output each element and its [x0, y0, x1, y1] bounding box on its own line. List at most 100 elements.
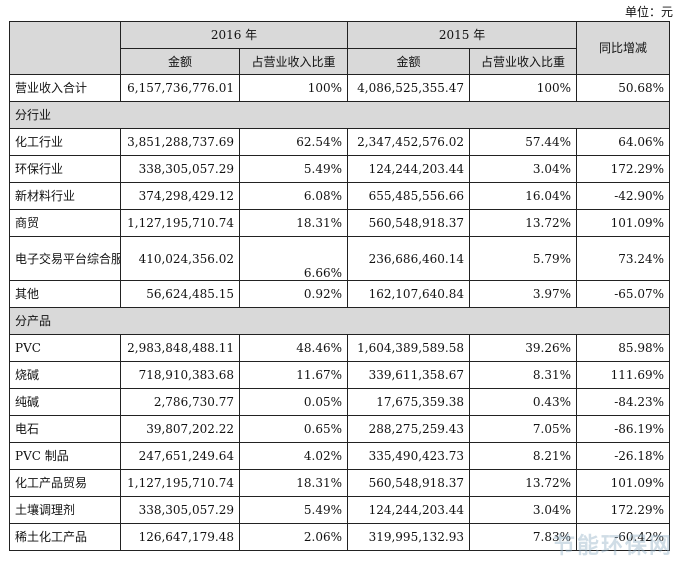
table-row: 纯碱 2,786,730.77 0.05% 17,675,359.38 0.43… — [9, 388, 671, 416]
amount-2016: 1,127,195,710.74 — [120, 469, 240, 497]
header-year-2016: 2016 年 — [119, 21, 349, 49]
amount-2016: 1,127,195,710.74 — [120, 209, 240, 237]
amount-2015: 1,604,389,589.58 — [347, 334, 471, 362]
ratio-2015: 7.05% — [469, 415, 578, 443]
table-row: 其他 56,624,485.15 0.92% 162,107,640.84 3.… — [9, 280, 671, 308]
section-label-product: 分产品 — [8, 307, 671, 335]
ratio-2016: 4.02% — [238, 442, 349, 470]
watermark-logo: 节能环保网 — [552, 534, 673, 559]
ratio-2016: 0.05% — [238, 388, 349, 416]
section-label-industry: 分行业 — [8, 101, 671, 129]
row-label: 电石 — [9, 415, 121, 443]
amount-2015: 560,548,918.37 — [347, 469, 471, 497]
ratio-2015: 13.72% — [469, 469, 578, 497]
ratio-2016: 62.54% — [238, 128, 349, 156]
amount-2015: 335,490,423.73 — [347, 442, 471, 470]
table-row: PVC 制品 247,651,249.64 4.02% 335,490,423.… — [9, 442, 671, 470]
amount-2015: 236,686,460.14 — [347, 236, 471, 281]
amount-2015: 655,485,556.66 — [347, 182, 471, 210]
amount-2016: 338,305,057.29 — [120, 155, 240, 183]
ratio-2016: 0.92% — [238, 280, 349, 308]
ratio-2015: 7.83% — [469, 523, 578, 551]
yoy-change: -65.07% — [576, 280, 671, 308]
amount-2015: 162,107,640.84 — [347, 280, 471, 308]
amount-2015: 2,347,452,576.02 — [347, 128, 471, 156]
yoy-change: 101.09% — [576, 209, 671, 237]
amount-2016: 374,298,429.12 — [120, 182, 240, 210]
yoy-change: 64.06% — [576, 128, 671, 156]
unit-label: 单位：元 — [624, 5, 673, 19]
ratio-2016: 5.49% — [238, 155, 349, 183]
amount-2015: 288,275,259.43 — [347, 415, 471, 443]
ratio-2015: 57.44% — [469, 128, 578, 156]
ratio-2015: 100% — [469, 74, 578, 102]
section-row-product: 分产品 — [8, 307, 671, 335]
section-row-industry: 分行业 — [8, 101, 671, 129]
amount-2016: 56,624,485.15 — [120, 280, 240, 308]
ratio-2016: 5.49% — [238, 496, 349, 524]
amount-2016: 338,305,057.29 — [120, 496, 240, 524]
amount-2015: 319,995,132.93 — [347, 523, 471, 551]
ratio-2016: 18.31% — [238, 209, 349, 237]
amount-2016: 2,786,730.77 — [120, 388, 240, 416]
ratio-2015: 3.97% — [469, 280, 578, 308]
row-label: 烧碱 — [9, 361, 121, 389]
amount-2016: 3,851,288,737.69 — [120, 128, 240, 156]
ratio-2015: 0.43% — [469, 388, 578, 416]
ratio-2015: 8.21% — [469, 442, 578, 470]
ratio-2015: 16.04% — [469, 182, 578, 210]
ratio-2015: 39.26% — [469, 334, 578, 362]
ratio-2015: 5.79% — [469, 236, 578, 281]
yoy-change: -86.19% — [576, 415, 671, 443]
ratio-2015: 13.72% — [469, 209, 578, 237]
total-row: 营业收入合计 6,157,736,776.01 100% 4,086,525,3… — [9, 74, 671, 102]
ratio-2016: 6.66% — [238, 236, 349, 281]
amount-2016: 2,983,848,488.11 — [120, 334, 240, 362]
amount-2016: 718,910,383.68 — [120, 361, 240, 389]
yoy-change: 172.29% — [576, 155, 671, 183]
amount-2015: 124,244,203.44 — [347, 155, 471, 183]
table-row: 化工产品贸易 1,127,195,710.74 18.31% 560,548,9… — [9, 469, 671, 497]
table-row: PVC 2,983,848,488.11 48.46% 1,604,389,58… — [9, 334, 671, 362]
row-label: 商贸 — [9, 209, 121, 237]
header-yoy: 同比增减 — [576, 21, 671, 75]
ratio-2016: 48.46% — [238, 334, 349, 362]
header-ratio-2015: 占营业收入比重 — [469, 48, 578, 75]
table-row: 环保行业 338,305,057.29 5.49% 124,244,203.44… — [9, 155, 671, 183]
header-amount-2016: 金额 — [120, 48, 240, 75]
table-row: 土壤调理剂 338,305,057.29 5.49% 124,244,203.4… — [9, 496, 671, 524]
amount-2015: 560,548,918.37 — [347, 209, 471, 237]
ratio-2015: 3.04% — [469, 155, 578, 183]
amount-2015: 17,675,359.38 — [347, 388, 471, 416]
yoy-change: -84.23% — [576, 388, 671, 416]
row-label: 化工行业 — [9, 128, 121, 156]
ratio-2015: 8.31% — [469, 361, 578, 389]
amount-2016: 6,157,736,776.01 — [120, 74, 240, 102]
amount-2016: 39,807,202.22 — [120, 415, 240, 443]
amount-2015: 4,086,525,355.47 — [347, 74, 471, 102]
row-label: 新材料行业 — [9, 182, 121, 210]
table-row: 稀土化工产品 126,647,179.48 2.06% 319,995,132.… — [9, 523, 671, 551]
row-label: 营业收入合计 — [9, 74, 121, 102]
table-row: 商贸 1,127,195,710.74 18.31% 560,548,918.3… — [9, 209, 671, 237]
yoy-change: 85.98% — [576, 334, 671, 362]
row-label: 土壤调理剂 — [9, 496, 121, 524]
table-row: 电子交易平台综合服务 410,024,356.02 6.66% 236,686,… — [9, 236, 671, 281]
row-label: 化工产品贸易 — [9, 469, 121, 497]
ratio-2016: 11.67% — [238, 361, 349, 389]
ratio-2016: 18.31% — [238, 469, 349, 497]
amount-2015: 124,244,203.44 — [347, 496, 471, 524]
header-row-years: 2016 年 2015 年 同比增减 — [9, 21, 671, 75]
yoy-change: -26.18% — [576, 442, 671, 470]
row-label: PVC 制品 — [9, 442, 121, 470]
row-label: 纯碱 — [9, 388, 121, 416]
amount-2015: 339,611,358.67 — [347, 361, 471, 389]
yoy-change: 111.69% — [576, 361, 671, 389]
row-label: PVC — [9, 334, 121, 362]
amount-2016: 247,651,249.64 — [120, 442, 240, 470]
revenue-table: 2016 年 2015 年 同比增减 金额 占营业收入比重 金额 占营业收入比重… — [8, 21, 671, 551]
header-amount-2015: 金额 — [347, 48, 471, 75]
ratio-2015: 3.04% — [469, 496, 578, 524]
yoy-change: -42.90% — [576, 182, 671, 210]
row-label: 其他 — [9, 280, 121, 308]
